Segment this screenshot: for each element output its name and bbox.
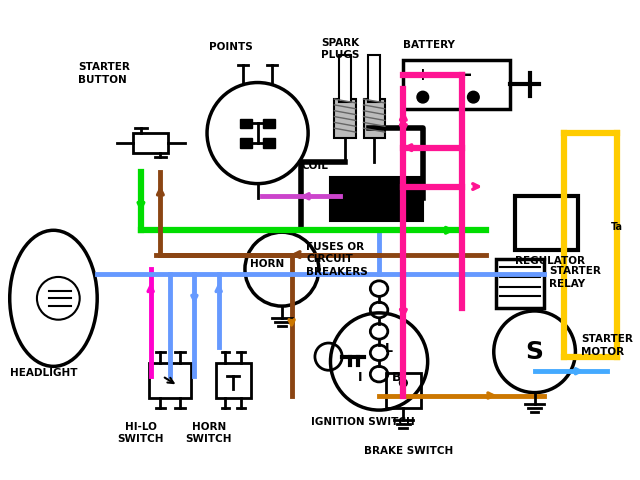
Text: FUSES OR: FUSES OR xyxy=(306,242,364,252)
Text: BREAKERS: BREAKERS xyxy=(306,267,368,277)
Bar xyxy=(264,138,275,148)
Bar xyxy=(364,99,385,138)
Text: SWITCH: SWITCH xyxy=(118,434,164,444)
Bar xyxy=(216,363,251,398)
Text: BUTTON: BUTTON xyxy=(77,74,127,84)
Bar xyxy=(496,259,544,308)
Circle shape xyxy=(399,379,407,387)
Text: RELAY: RELAY xyxy=(549,279,586,288)
Text: +: + xyxy=(415,66,429,84)
Bar xyxy=(339,55,351,102)
Text: HORN: HORN xyxy=(250,259,284,269)
Bar xyxy=(240,138,252,148)
Text: HI-LO: HI-LO xyxy=(125,421,157,432)
Text: STARTER: STARTER xyxy=(77,62,130,72)
Bar xyxy=(133,133,168,153)
Text: I: I xyxy=(357,371,362,384)
Text: SPARK: SPARK xyxy=(321,37,359,48)
Text: POINTS: POINTS xyxy=(209,42,253,52)
Bar xyxy=(334,99,356,138)
Circle shape xyxy=(417,91,429,103)
Text: BATTERY: BATTERY xyxy=(403,39,455,49)
Text: MOTOR: MOTOR xyxy=(581,347,625,357)
Text: IGNITION SWITCH: IGNITION SWITCH xyxy=(311,417,415,427)
Text: COIL: COIL xyxy=(301,161,328,171)
Bar xyxy=(240,119,252,128)
Text: STARTER: STARTER xyxy=(581,334,633,344)
Text: B: B xyxy=(392,371,401,384)
Bar xyxy=(403,60,510,109)
Bar xyxy=(369,55,380,102)
Bar xyxy=(515,196,579,250)
Text: PLUGS: PLUGS xyxy=(321,50,359,60)
Bar xyxy=(148,363,191,398)
Text: HEADLIGHT: HEADLIGHT xyxy=(10,368,77,378)
Text: SWITCH: SWITCH xyxy=(186,434,232,444)
Bar xyxy=(330,177,423,221)
Text: REGULATOR: REGULATOR xyxy=(515,256,585,266)
Text: L: L xyxy=(385,342,393,355)
Bar xyxy=(264,119,275,128)
Text: HORN: HORN xyxy=(192,421,226,432)
Text: S: S xyxy=(525,340,543,364)
Circle shape xyxy=(468,91,479,103)
Bar xyxy=(386,373,421,408)
Text: CIRCUIT: CIRCUIT xyxy=(306,254,353,264)
Text: BRAKE SWITCH: BRAKE SWITCH xyxy=(365,446,454,456)
Text: Ta: Ta xyxy=(611,222,623,232)
Text: STARTER: STARTER xyxy=(549,266,601,276)
Text: -: - xyxy=(463,65,472,84)
